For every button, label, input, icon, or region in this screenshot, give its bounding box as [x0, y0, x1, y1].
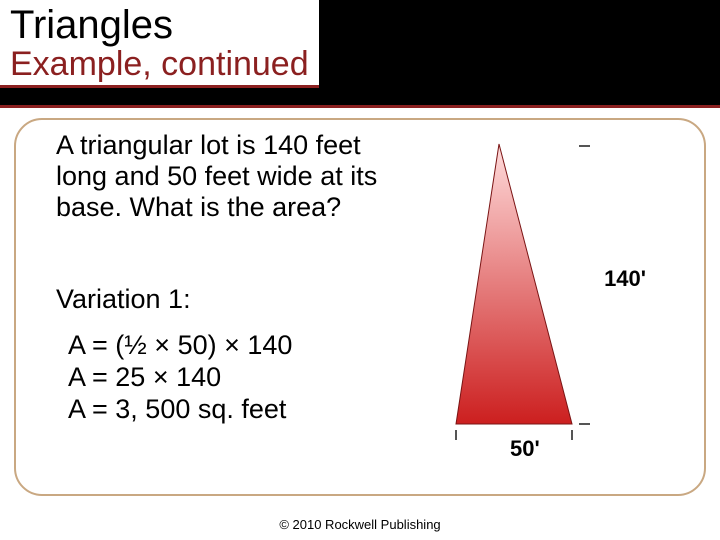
formula-block: A = (½ × 50) × 140 A = 25 × 140 A = 3, 5…: [68, 330, 292, 426]
formula-line-2: A = 25 × 140: [68, 362, 292, 394]
problem-text: A triangular lot is 140 feet long and 50…: [56, 130, 386, 223]
triangle-figure: 140' 50': [404, 138, 644, 458]
formula-line-3: A = 3, 500 sq. feet: [68, 394, 292, 426]
formula-line-1: A = (½ × 50) × 140: [68, 330, 292, 362]
variation-label: Variation 1:: [56, 284, 191, 315]
slide-header: Triangles Example, continued: [0, 0, 720, 108]
slide-title: Triangles: [10, 4, 309, 46]
base-label: 50': [510, 436, 540, 462]
copyright-text: © 2010 Rockwell Publishing: [0, 517, 720, 532]
slide-subtitle: Example, continued: [10, 46, 309, 83]
header-title-block: Triangles Example, continued: [0, 0, 319, 88]
content-frame: A triangular lot is 140 feet long and 50…: [14, 118, 706, 496]
height-label: 140': [604, 266, 646, 292]
triangle-shape: [456, 144, 572, 424]
triangle-svg: [404, 138, 644, 458]
